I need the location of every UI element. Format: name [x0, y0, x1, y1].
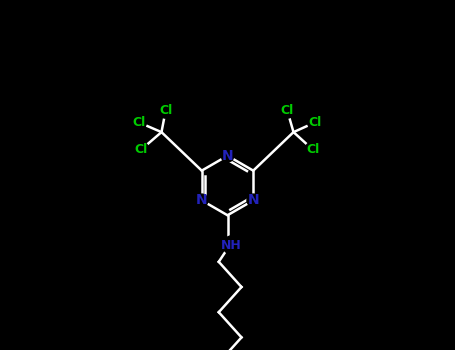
Text: Cl: Cl: [135, 143, 148, 156]
Circle shape: [133, 142, 149, 158]
Circle shape: [247, 194, 259, 206]
Text: Cl: Cl: [132, 116, 145, 129]
Circle shape: [279, 103, 295, 118]
Circle shape: [131, 115, 147, 130]
Text: N: N: [248, 193, 259, 207]
Text: NH: NH: [221, 238, 242, 252]
Text: N: N: [196, 193, 207, 207]
Text: Cl: Cl: [306, 143, 319, 156]
Text: N: N: [222, 149, 233, 163]
Text: Cl: Cl: [308, 116, 322, 129]
Circle shape: [308, 115, 323, 130]
Circle shape: [222, 236, 241, 254]
Circle shape: [196, 194, 208, 206]
Circle shape: [158, 103, 173, 118]
Text: Cl: Cl: [281, 104, 294, 117]
Circle shape: [221, 149, 234, 162]
Circle shape: [305, 142, 320, 158]
Text: Cl: Cl: [159, 104, 172, 117]
